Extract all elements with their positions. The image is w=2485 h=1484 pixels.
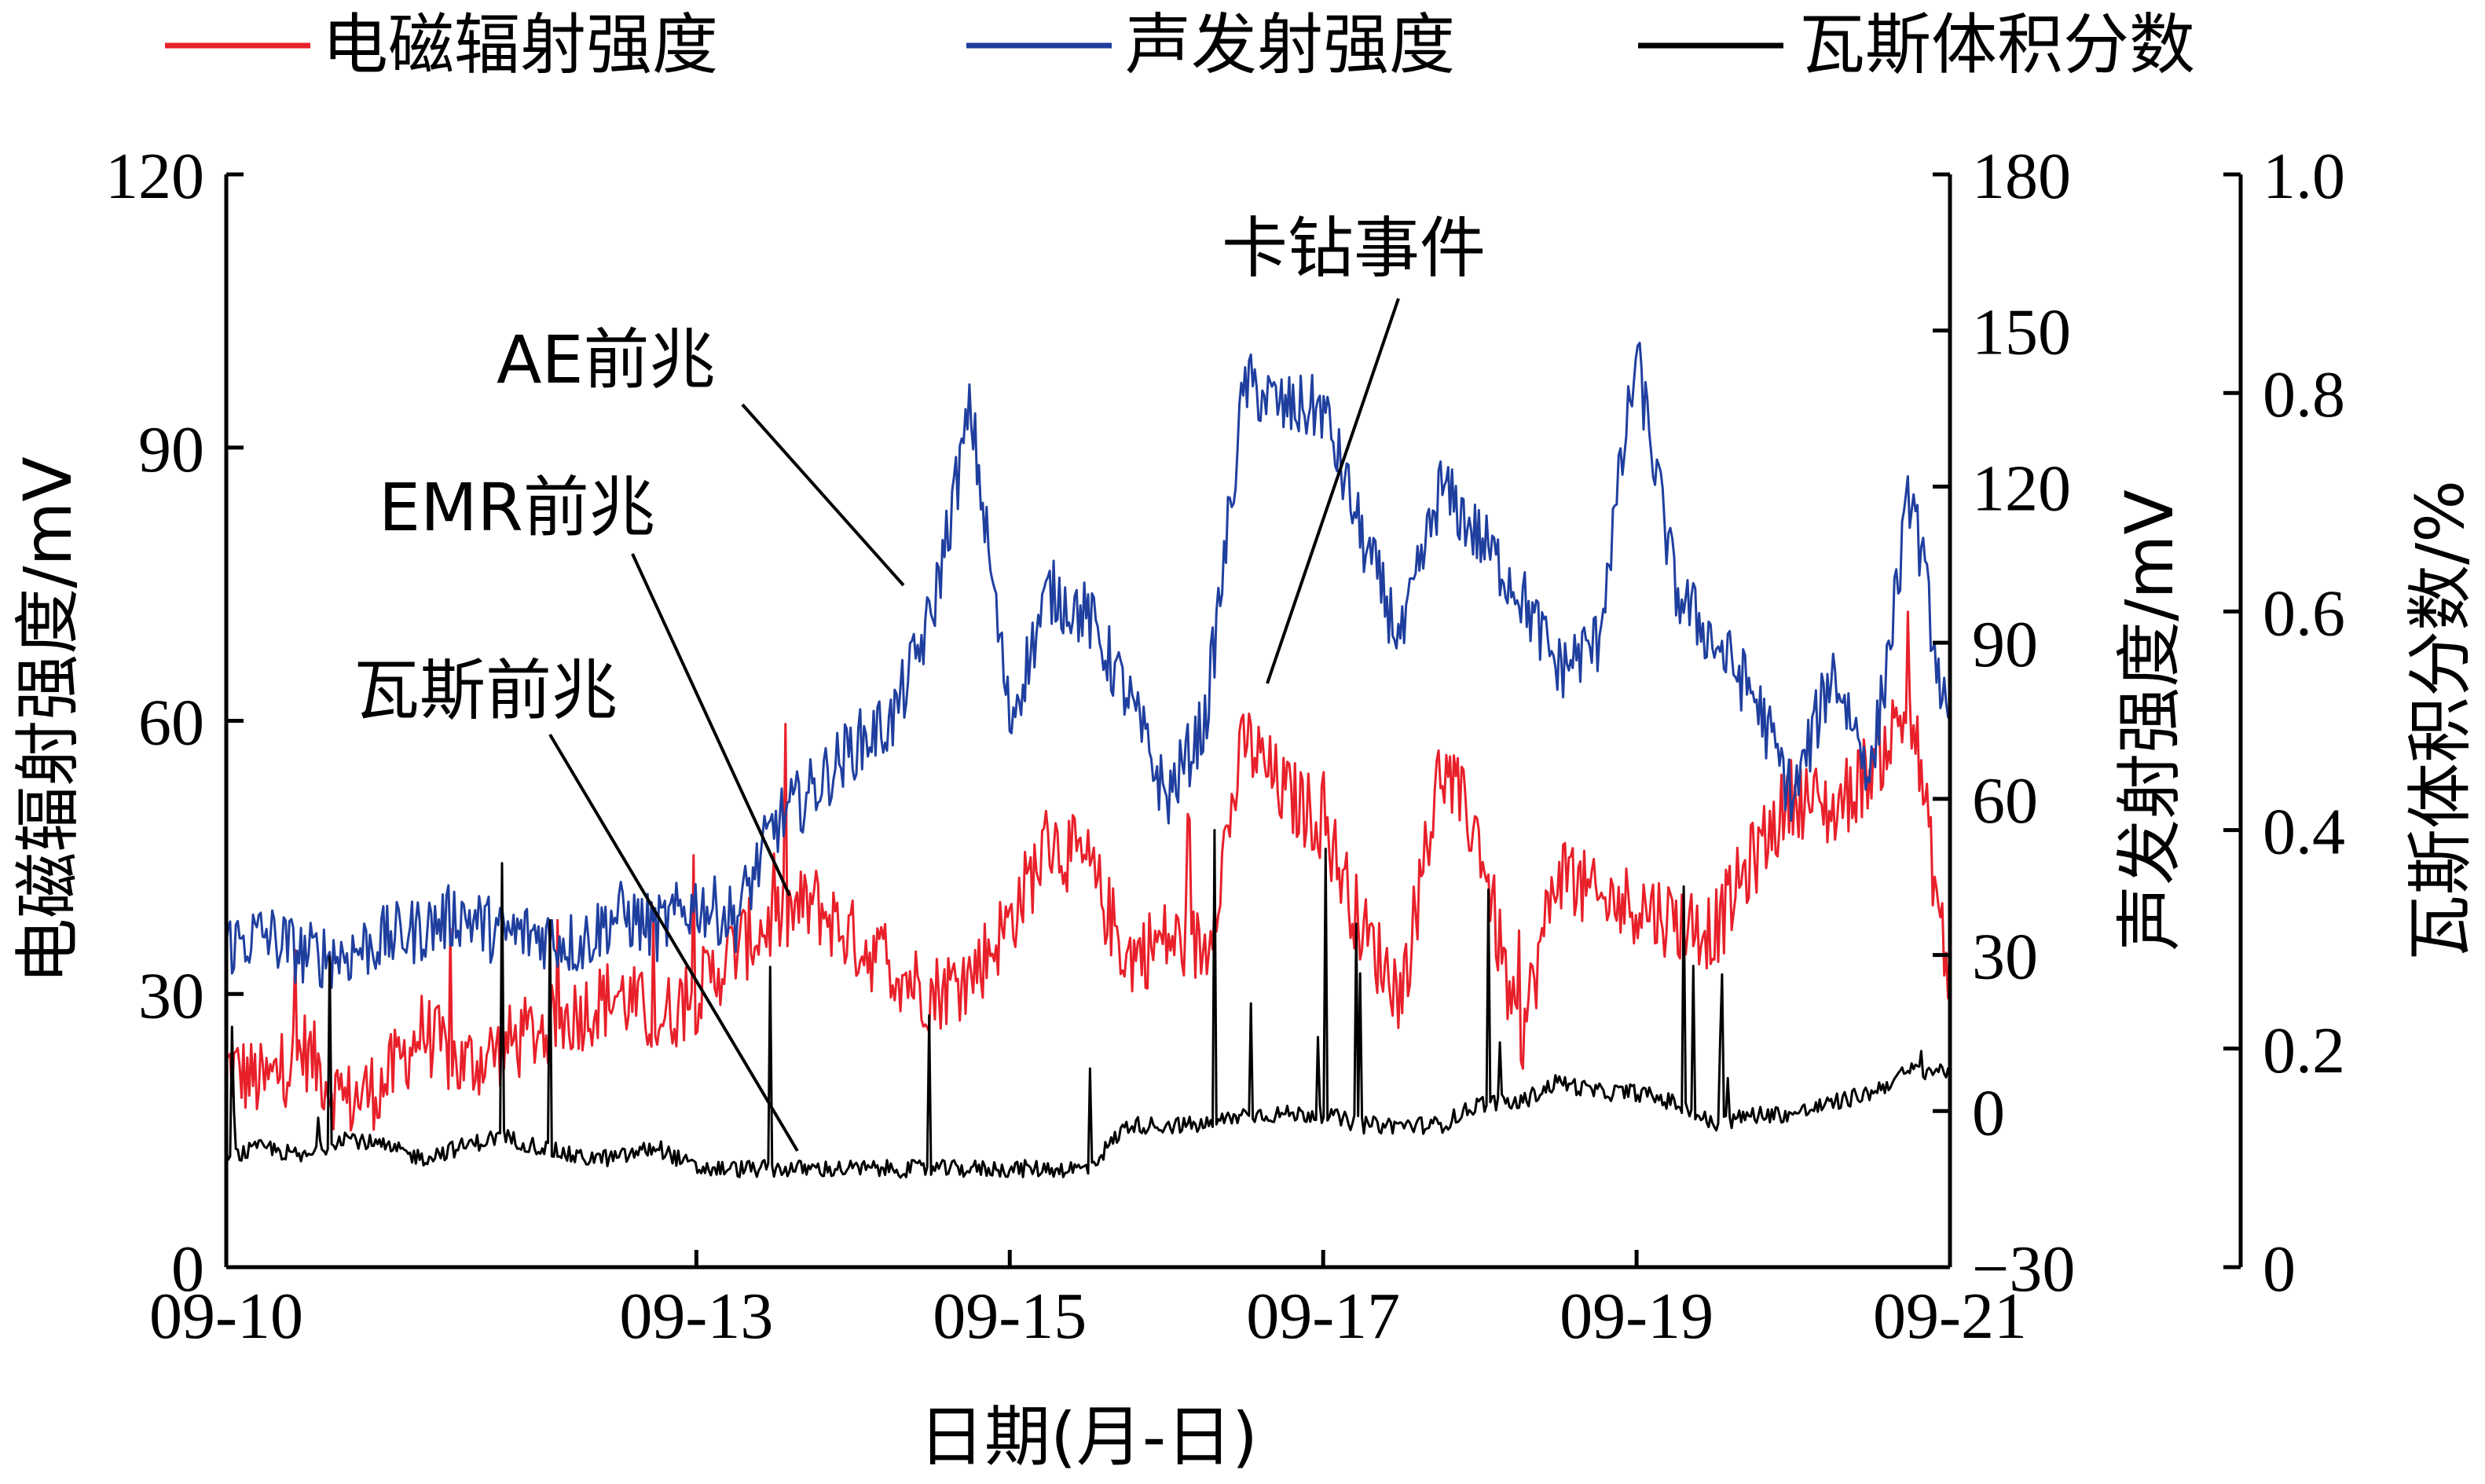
y-tick-label: 30 [1972, 921, 2038, 994]
y-tick-label: 90 [1972, 608, 2038, 681]
x-tick-label: 09-17 [1246, 1280, 1400, 1353]
annotation-leader [1266, 298, 1400, 684]
y-tick-label: 90 [138, 413, 204, 486]
series-gas-line [225, 829, 1952, 1179]
x-tick-label: 09-15 [933, 1280, 1087, 1353]
y-tick-label: 60 [1972, 764, 2038, 837]
series-layer [225, 342, 1952, 1179]
y-left-axis-title: 电磁辐射强度/mV [9, 456, 86, 984]
y-left-ticks: 0 30 60 90 120 [105, 140, 244, 1306]
y-tick-label: 180 [1972, 140, 2071, 213]
x-axis-title: 日期(月-日) [918, 1398, 1258, 1475]
y-tick-label: 0.4 [2263, 796, 2345, 869]
y-right1-ticks: −30 0 30 60 90 120 150 180 [1933, 140, 2075, 1306]
annotation-ae-precursor: AE前兆 [497, 321, 905, 587]
y-tick-label: 150 [1972, 296, 2071, 369]
y-tick-label: 1.0 [2263, 140, 2345, 213]
y-tick-label: 60 [138, 687, 204, 760]
y-tick-label: 0 [2263, 1233, 2296, 1306]
y-tick-label: 0.2 [2263, 1014, 2345, 1087]
annotation-emr-precursor: EMR前兆 [379, 469, 791, 896]
series-ae-line [225, 342, 1951, 989]
x-ticks: 09-10 09-13 09-15 09-17 09-19 09-21 [149, 1250, 2027, 1353]
annotation-text: 瓦斯前兆 [354, 652, 618, 729]
annotation-text: 卡钻事件 [1222, 210, 1486, 287]
x-tick-label: 09-13 [619, 1280, 773, 1353]
annotation-gas-precursor: 瓦斯前兆 [354, 652, 799, 1152]
y-right2-ticks: 0 0.2 0.4 0.6 0.8 1.0 [2223, 140, 2345, 1306]
y-tick-label: −30 [1972, 1233, 2075, 1306]
annotation-leader [741, 403, 905, 587]
y-tick-label: 120 [105, 140, 204, 213]
y-tick-label: 0 [171, 1233, 204, 1306]
annotation-stuck-drill: 卡钻事件 [1222, 210, 1486, 684]
legend-label-ae: 声发射强度 [1125, 6, 1455, 83]
annotation-leader [548, 733, 799, 1152]
y-tick-label: 0.8 [2263, 358, 2345, 431]
legend-label-gas: 瓦斯体积分数 [1799, 6, 2195, 83]
annotation-text: AE前兆 [497, 321, 716, 398]
legend-label-emr: 电磁辐射强度 [322, 6, 718, 83]
y-tick-label: 0.6 [2263, 577, 2345, 650]
x-tick-label: 09-21 [1873, 1280, 2027, 1353]
annotation-leader [631, 553, 791, 896]
x-tick-label: 09-19 [1560, 1280, 1713, 1353]
y-tick-label: 120 [1972, 452, 2071, 525]
annotation-text: EMR前兆 [379, 469, 655, 546]
x-tick-label: 09-10 [149, 1280, 303, 1353]
y-tick-label: 30 [138, 959, 204, 1032]
y-right1-axis-title: 声发射强度/mV [2111, 489, 2188, 951]
series-emr-line [225, 610, 1952, 1132]
y-right2-axis-title: 瓦斯体积分数/% [2402, 480, 2479, 961]
legend: 电磁辐射强度 声发射强度 瓦斯体积分数 [165, 6, 2195, 83]
y-tick-label: 0 [1972, 1076, 2005, 1149]
